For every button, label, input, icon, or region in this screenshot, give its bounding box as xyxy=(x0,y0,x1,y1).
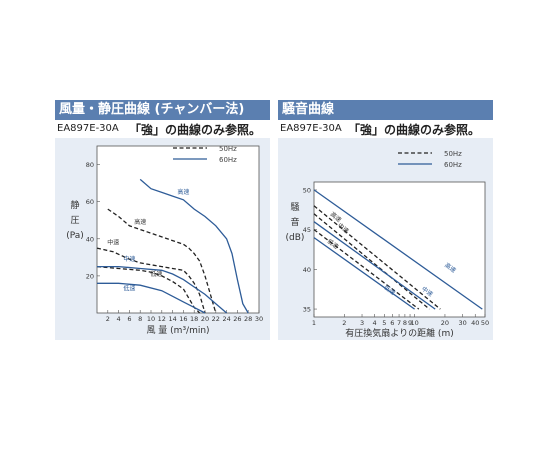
x-tick-label: 40 xyxy=(471,319,479,327)
x-tick-label: 7 xyxy=(397,319,401,327)
legend-label: 60Hz xyxy=(219,156,237,164)
series-line xyxy=(313,189,483,310)
plot-frame xyxy=(96,145,260,314)
series-line xyxy=(96,265,201,314)
x-tick-label: 22 xyxy=(212,315,220,323)
model-number: EA897E-30A xyxy=(280,123,342,134)
x-tick-label: 1 xyxy=(312,319,316,327)
y-tick-label: 45 xyxy=(303,226,311,234)
series-line xyxy=(313,237,415,310)
x-tick-label: 24 xyxy=(222,315,230,323)
series-line xyxy=(313,229,420,310)
y-axis-label: 騒 xyxy=(290,202,299,213)
model-number: EA897E-30A xyxy=(57,123,119,134)
series-line xyxy=(313,221,436,310)
x-tick-label: 10 xyxy=(147,315,155,323)
x-tick-label: 20 xyxy=(201,315,209,323)
y-tick-label: 60 xyxy=(86,198,94,206)
x-tick-label: 8 xyxy=(138,315,142,323)
x-tick-label: 30 xyxy=(255,315,263,323)
y-axis-label: 音 xyxy=(290,216,299,228)
y-tick-label: 80 xyxy=(86,161,94,169)
series-label: 高速 xyxy=(134,218,146,226)
y-tick-label: 35 xyxy=(303,306,311,314)
y-tick-label: 40 xyxy=(303,266,311,274)
reference-note: 「強」の曲線のみ参照。 xyxy=(129,123,262,137)
x-axis-label: 風 量 (m³/min) xyxy=(146,325,209,336)
y-axis-label: (Pa) xyxy=(66,231,84,241)
x-tick-label: 28 xyxy=(244,315,252,323)
x-tick-label: 8 xyxy=(403,319,407,327)
x-tick-label: 6 xyxy=(127,315,131,323)
x-tick-label: 3 xyxy=(360,319,364,327)
x-tick-label: 30 xyxy=(459,319,467,327)
series-label: 低速 xyxy=(150,270,162,278)
x-tick-label: 4 xyxy=(117,315,121,323)
y-axis-label: 圧 xyxy=(70,215,79,226)
series-line xyxy=(313,205,441,310)
x-tick-label: 4 xyxy=(373,319,377,327)
y-tick-label: 40 xyxy=(86,235,94,243)
chart-area: 1 2 3 4 5 6 7 8 9 10 20 30 40 50 35 40 45 50 有圧換気扇よりの距離 (m… xyxy=(278,138,493,340)
airflow-pressure-panel: 風量・静圧曲線 (チャンバー法) EA897E-30A 「強」の曲線のみ参照。 … xyxy=(55,100,270,340)
panel-title: 風量・静圧曲線 (チャンバー法) xyxy=(55,100,270,120)
series-line xyxy=(97,282,206,314)
x-tick-label: 14 xyxy=(168,315,176,323)
series-line xyxy=(97,265,228,314)
series-label: 低速 xyxy=(123,285,135,293)
y-axis-label: 静 xyxy=(70,199,79,211)
x-tick-label: 12 xyxy=(158,315,166,323)
x-tick-label: 18 xyxy=(190,315,198,323)
x-tick-label: 2 xyxy=(342,319,346,327)
series-line xyxy=(96,247,206,314)
panel-title: 騒音曲線 xyxy=(278,100,493,120)
series-line xyxy=(313,213,430,310)
noise-panel: 騒音曲線 EA897E-30A 「強」の曲線のみ参照。 1 2 3 4 5 6 7 8 9 10 2… xyxy=(278,100,493,340)
legend-label: 50Hz xyxy=(444,150,462,158)
series-label: 中速 xyxy=(107,238,119,246)
legend-label: 50Hz xyxy=(219,145,237,153)
y-tick-label: 20 xyxy=(86,272,94,280)
x-tick-label: 16 xyxy=(179,315,187,323)
y-tick-label: 50 xyxy=(303,186,311,194)
series-label: 高速 xyxy=(177,188,189,196)
plot-frame xyxy=(313,181,486,318)
y-axis-label: (dB) xyxy=(286,233,305,243)
legend-label: 60Hz xyxy=(444,161,462,169)
x-tick-label: 10 xyxy=(411,319,419,327)
series-line xyxy=(139,178,249,314)
chart-area: 2 4 6 8 10 12 14 16 18 20 22 24 26 28 30 20 40 60 80 風 量 (m… xyxy=(55,138,270,340)
x-axis-label: 有圧換気扇よりの距離 (m) xyxy=(345,327,453,339)
reference-note: 「強」の曲線のみ参照。 xyxy=(348,123,481,137)
x-tick-label: 2 xyxy=(106,315,110,323)
x-tick-label: 50 xyxy=(481,319,489,327)
series-label: 中速 xyxy=(123,255,135,263)
x-tick-label: 5 xyxy=(382,319,386,327)
series-line xyxy=(107,208,217,314)
x-tick-label: 9 xyxy=(408,319,412,327)
x-tick-label: 26 xyxy=(233,315,241,323)
x-tick-label: 6 xyxy=(390,319,394,327)
x-tick-label: 20 xyxy=(441,319,449,327)
